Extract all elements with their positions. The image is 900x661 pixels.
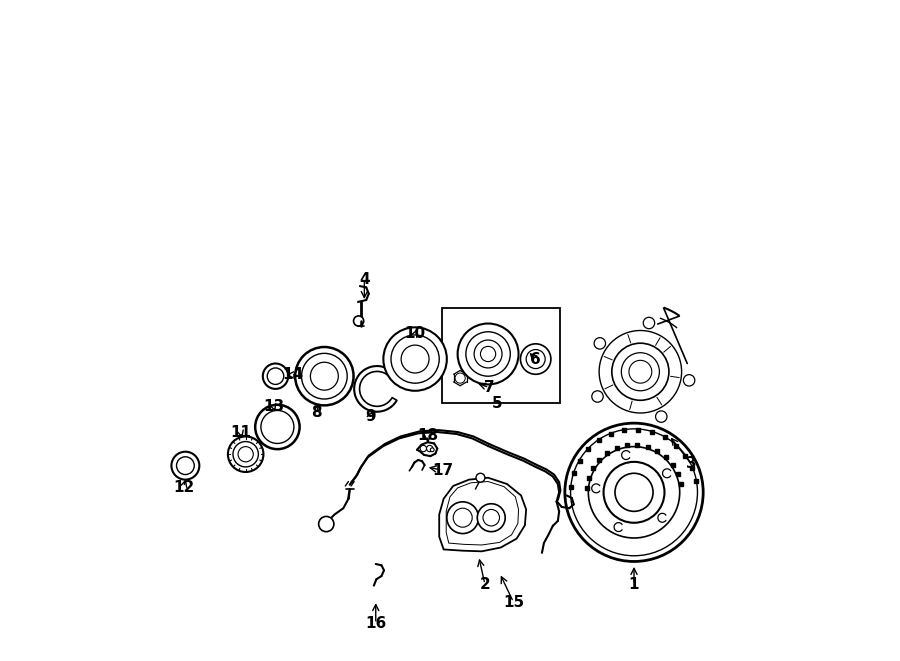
Text: 3: 3 [686,456,697,471]
Circle shape [261,410,294,444]
Text: 14: 14 [282,368,303,383]
Circle shape [302,354,347,399]
Circle shape [267,368,284,385]
Text: 13: 13 [263,399,284,414]
Circle shape [310,362,338,390]
Text: 8: 8 [311,405,322,420]
Circle shape [354,316,364,326]
Circle shape [233,442,258,467]
Circle shape [477,504,505,531]
Circle shape [592,391,603,402]
Text: 7: 7 [484,380,495,395]
Circle shape [481,346,496,362]
Circle shape [427,446,433,451]
Text: 9: 9 [365,408,376,424]
Circle shape [599,330,681,413]
Circle shape [295,347,354,405]
Circle shape [615,473,653,512]
Text: 1: 1 [629,577,639,592]
Circle shape [683,375,695,386]
Text: 11: 11 [230,424,251,440]
Circle shape [420,446,427,451]
Circle shape [621,353,660,391]
Circle shape [401,345,429,373]
Text: 5: 5 [492,396,503,411]
Circle shape [483,510,500,526]
Circle shape [644,317,654,329]
Circle shape [526,350,545,369]
Circle shape [430,448,434,451]
Text: 4: 4 [359,272,370,288]
Polygon shape [439,478,526,551]
Text: 16: 16 [365,616,386,631]
Circle shape [256,405,300,449]
Circle shape [383,327,446,391]
Circle shape [612,343,669,401]
Text: 15: 15 [503,595,524,609]
Circle shape [446,502,479,533]
Circle shape [565,423,703,561]
Circle shape [655,411,667,422]
Circle shape [474,340,502,368]
Text: 12: 12 [173,480,194,494]
Circle shape [176,457,194,475]
Circle shape [571,429,698,556]
Circle shape [457,323,518,385]
Circle shape [466,332,510,376]
Text: 6: 6 [530,352,541,367]
Text: 10: 10 [404,326,426,341]
Circle shape [455,373,465,383]
Text: 2: 2 [480,577,491,592]
Circle shape [171,451,199,480]
Circle shape [238,447,253,462]
Circle shape [391,335,439,383]
Text: 17: 17 [432,463,453,478]
Bar [443,308,560,403]
Circle shape [629,360,652,383]
Circle shape [604,462,664,523]
Circle shape [263,364,288,389]
Circle shape [594,338,606,349]
Circle shape [476,473,485,482]
Circle shape [228,436,264,472]
Circle shape [319,516,334,531]
Text: 18: 18 [418,428,438,443]
Circle shape [520,344,551,374]
Circle shape [589,447,680,538]
Circle shape [454,508,473,527]
